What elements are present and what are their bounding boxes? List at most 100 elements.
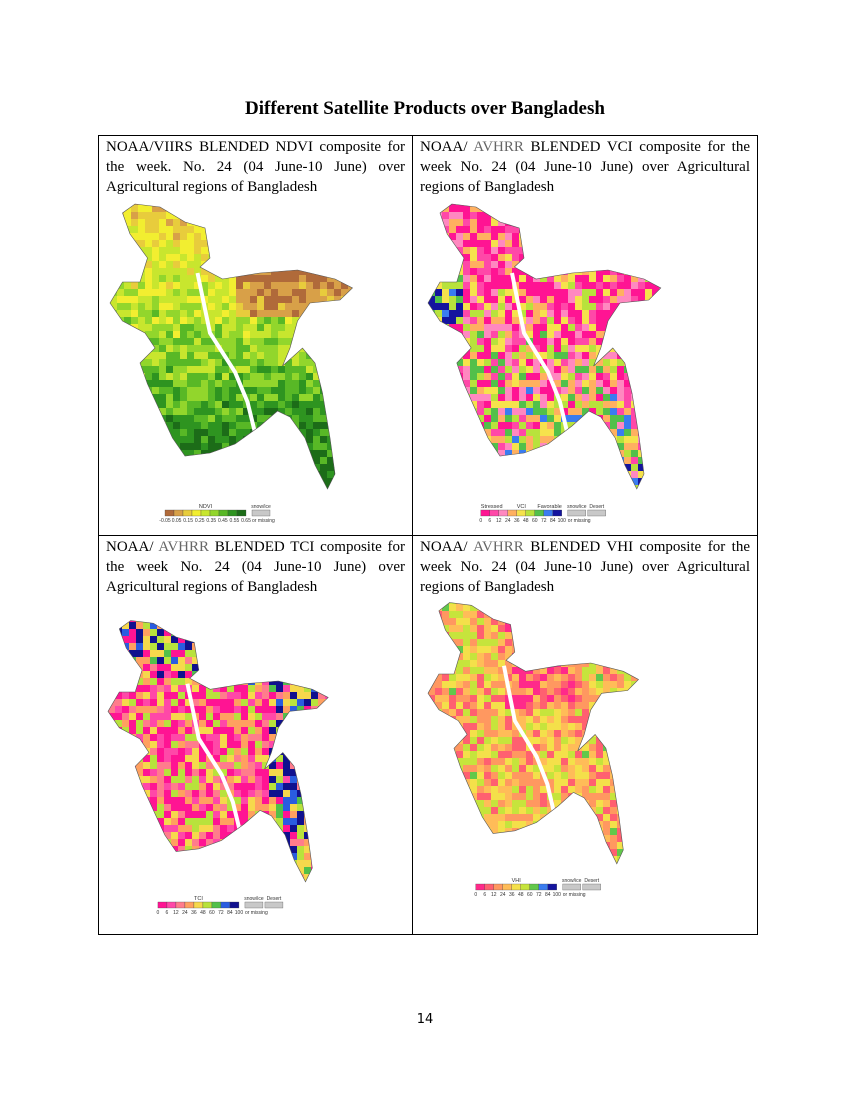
map-cell (617, 653, 625, 661)
map-cell (220, 657, 228, 665)
map-cell (115, 776, 123, 784)
map-cell (185, 713, 193, 721)
map-cell (192, 860, 200, 868)
map-cell (540, 436, 548, 444)
map-cell (192, 874, 200, 882)
map-cell (248, 888, 256, 896)
map-cell (290, 853, 298, 861)
map-cell (143, 713, 151, 721)
map-cell (299, 254, 307, 262)
map-cell (334, 247, 342, 255)
map-cell (145, 303, 153, 311)
map-cell (512, 681, 520, 689)
map-cell (463, 205, 471, 213)
map-cell (318, 706, 326, 714)
map-cell (554, 296, 562, 304)
map-cell (645, 247, 653, 255)
map-cell (470, 653, 478, 661)
map-cell (540, 646, 548, 654)
map-cell (145, 422, 153, 430)
map-cell (533, 429, 541, 437)
map-cell (617, 618, 625, 626)
map-cell (666, 415, 674, 423)
map-cell (264, 359, 272, 367)
map-cell (463, 639, 471, 647)
map-cell (143, 846, 151, 854)
map-cell (568, 275, 576, 283)
map-cell (617, 226, 625, 234)
map-cell (215, 380, 223, 388)
map-cell (470, 681, 478, 689)
map-cell (617, 317, 625, 325)
map-cell (491, 310, 499, 318)
map-cell (115, 853, 123, 861)
map-cell (533, 688, 541, 696)
map-cell (596, 653, 604, 661)
map-cell (456, 401, 464, 409)
map-cell (185, 790, 193, 798)
map-cell (264, 317, 272, 325)
map-cell (652, 436, 660, 444)
map-cell (250, 282, 258, 290)
map-cell (297, 699, 305, 707)
map-cell (124, 345, 132, 353)
map-cell (449, 345, 457, 353)
map-cell (318, 692, 326, 700)
map-cell (271, 247, 279, 255)
map-cell (180, 310, 188, 318)
map-cell (547, 674, 555, 682)
map-cell (248, 741, 256, 749)
map-cell (143, 629, 151, 637)
map-cell (582, 338, 590, 346)
map-cell (115, 685, 123, 693)
map-cell (187, 261, 195, 269)
map-cell (276, 734, 284, 742)
map-cell (131, 443, 139, 451)
map-cell (313, 359, 321, 367)
map-cell (278, 408, 286, 416)
map-cell (582, 702, 590, 710)
map-cell (568, 247, 576, 255)
map-cell (257, 401, 265, 409)
map-cell (236, 443, 244, 451)
map-cell (505, 240, 513, 248)
map-cell (547, 408, 555, 416)
map-cell (540, 240, 548, 248)
map-cell (187, 240, 195, 248)
map-cell (248, 804, 256, 812)
map-cell (159, 247, 167, 255)
map-cell (435, 373, 443, 381)
map-cell (526, 702, 534, 710)
map-cell (276, 671, 284, 679)
map-cell (131, 373, 139, 381)
map-cell (229, 478, 237, 486)
map-cell (596, 296, 604, 304)
map-cell (229, 345, 237, 353)
map-cell (610, 366, 618, 374)
map-cell (229, 205, 237, 213)
map-cell (589, 303, 597, 311)
map-cell (234, 755, 242, 763)
map-cell (241, 643, 249, 651)
map-cell (290, 874, 298, 882)
map-cell (143, 620, 151, 623)
map-cell (355, 261, 363, 269)
map-cell (624, 212, 632, 220)
map-cell (624, 443, 632, 451)
map-cell (484, 478, 492, 486)
map-cell (220, 720, 228, 728)
map-cell (463, 226, 471, 234)
map-cell (229, 471, 237, 479)
map-cell (341, 275, 349, 283)
map-cell (512, 310, 520, 318)
map-cell (666, 352, 674, 360)
map-cell (299, 450, 307, 458)
map-cell (498, 303, 506, 311)
map-cell (638, 373, 646, 381)
map-cell (243, 492, 251, 500)
map-cell (631, 289, 639, 297)
map-cell (124, 261, 132, 269)
map-cell (215, 212, 223, 220)
map-cell (117, 366, 125, 374)
map-cell (526, 380, 534, 388)
